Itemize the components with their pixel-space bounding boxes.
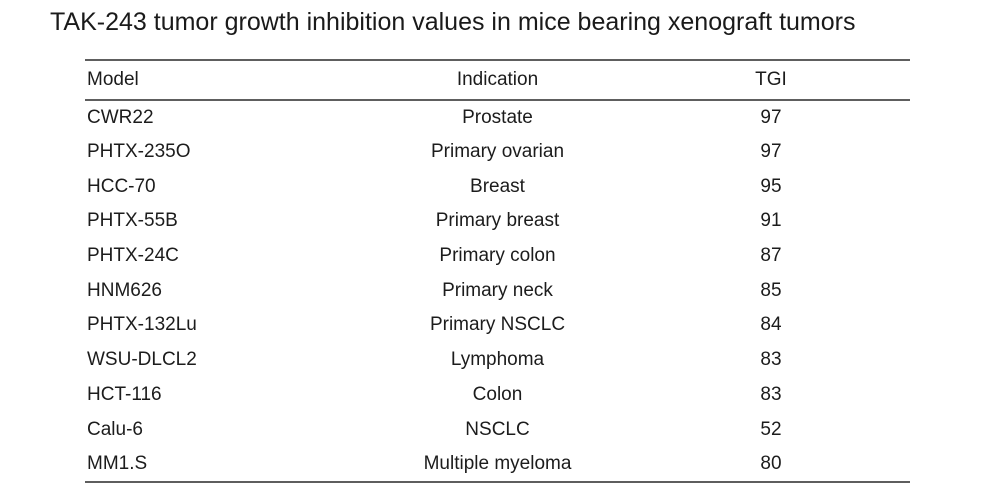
column-header-indication: Indication (363, 60, 632, 101)
tgi-cell: 83 (760, 383, 782, 405)
indication-cell: Multiple myeloma (423, 452, 572, 474)
indication-cell: Primary colon (439, 245, 556, 267)
tgi-cell: 91 (760, 210, 782, 232)
tgi-cell: 85 (760, 279, 782, 301)
table-row: PHTX-24C Primary colon 87 (85, 239, 910, 274)
indication-cell: Primary breast (435, 210, 560, 232)
column-header-model: Model (85, 60, 363, 101)
tgi-cell: 95 (760, 175, 782, 197)
tgi-cell: 83 (760, 349, 782, 371)
figure-title: TAK-243 tumor growth inhibition values i… (50, 8, 856, 36)
table-row: CWR22 Prostate 97 (85, 100, 910, 135)
tgi-cell: 97 (760, 141, 782, 163)
table-row: HCC-70 Breast 95 (85, 169, 910, 204)
indication-cell: Prostate (462, 106, 533, 128)
model-cell: HCT-116 (87, 383, 162, 405)
table-row: HNM626 Primary neck 85 (85, 273, 910, 308)
table-row: PHTX-235O Primary ovarian 97 (85, 135, 910, 170)
indication-cell: Lymphoma (450, 349, 545, 371)
model-cell: MM1.S (87, 452, 148, 474)
model-cell: Calu-6 (87, 418, 143, 440)
table-row: HCT-116 Colon 83 (85, 378, 910, 413)
tgi-cell: 87 (760, 245, 782, 267)
indication-cell: Primary NSCLC (429, 314, 566, 336)
table-body: CWR22 Prostate 97 PHTX-235O Primary ovar… (85, 100, 910, 482)
model-cell: PHTX-132Lu (87, 314, 197, 336)
indication-cell: NSCLC (465, 418, 530, 440)
indication-cell: Primary neck (442, 279, 553, 301)
table-header: Model Indication TGI (85, 60, 910, 101)
indication-cell: Breast (470, 175, 525, 197)
tgi-cell: 52 (760, 418, 782, 440)
table-row: PHTX-55B Primary breast 91 (85, 204, 910, 239)
model-cell: WSU-DLCL2 (87, 349, 197, 371)
indication-cell: Primary ovarian (430, 141, 565, 163)
tgi-cell: 97 (760, 106, 782, 128)
header-row: Model Indication TGI (85, 60, 910, 101)
tgi-cell: 84 (760, 314, 782, 336)
model-cell: PHTX-235O (87, 141, 191, 163)
table-row: MM1.S Multiple myeloma 80 (85, 447, 910, 482)
model-cell: CWR22 (87, 106, 154, 128)
tgi-data-table: Model Indication TGI CWR22 Prostate 97 P… (85, 59, 910, 483)
table-row: WSU-DLCL2 Lymphoma 83 (85, 343, 910, 378)
model-cell: HNM626 (87, 279, 162, 301)
model-cell: HCC-70 (87, 175, 156, 197)
model-cell: PHTX-55B (87, 210, 178, 232)
model-cell: PHTX-24C (87, 245, 179, 267)
column-header-tgi: TGI (632, 60, 910, 101)
tgi-cell: 80 (760, 452, 782, 474)
table-row: Calu-6 NSCLC 52 (85, 412, 910, 447)
indication-cell: Colon (472, 383, 523, 405)
table-row: PHTX-132Lu Primary NSCLC 84 (85, 308, 910, 343)
